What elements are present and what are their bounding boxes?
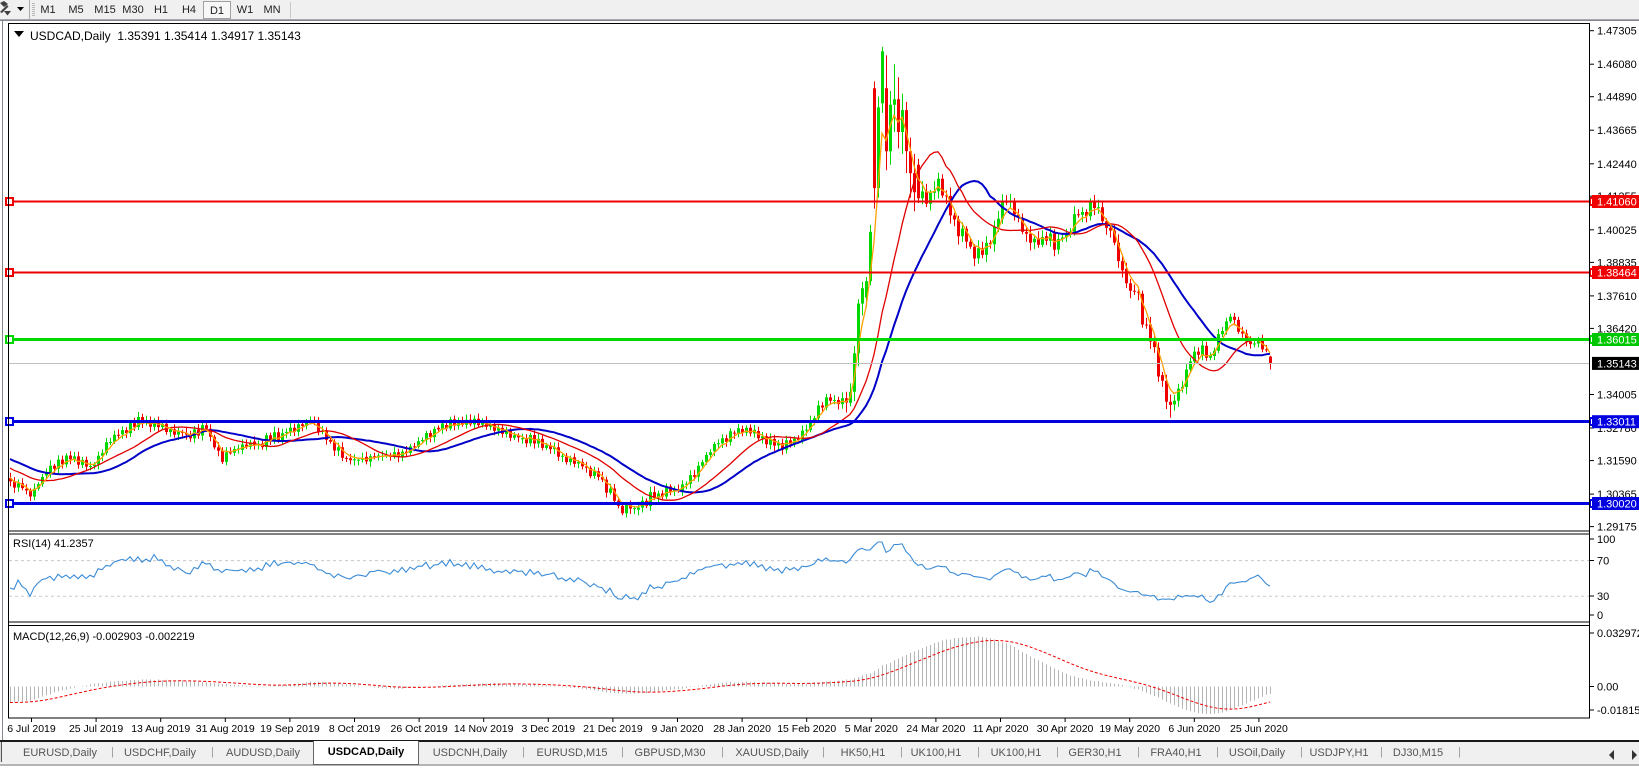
svg-text:RSI(14) 41.2357: RSI(14) 41.2357	[13, 538, 94, 550]
svg-text:1.34005: 1.34005	[1597, 390, 1637, 402]
svg-text:13 Aug 2019: 13 Aug 2019	[131, 723, 190, 735]
svg-text:3 Dec 2019: 3 Dec 2019	[521, 723, 575, 735]
svg-text:1.40025: 1.40025	[1597, 225, 1637, 237]
svg-text:19 May 2020: 19 May 2020	[1099, 723, 1160, 735]
svg-text:1.36420: 1.36420	[1597, 323, 1637, 335]
svg-text:21 Dec 2019: 21 Dec 2019	[583, 723, 643, 735]
svg-text:25 Jun 2020: 25 Jun 2020	[1230, 723, 1288, 735]
svg-text:1.37610: 1.37610	[1597, 291, 1637, 303]
svg-text:100: 100	[1597, 534, 1615, 546]
svg-text:25 Jul 2019: 25 Jul 2019	[69, 723, 123, 735]
svg-text:1.35143: 1.35143	[1597, 358, 1637, 370]
svg-text:0: 0	[1597, 610, 1603, 622]
svg-text:30 Apr 2020: 30 Apr 2020	[1037, 723, 1094, 735]
svg-text:1.30020: 1.30020	[1597, 499, 1637, 511]
svg-text:1.41060: 1.41060	[1597, 197, 1637, 209]
svg-text:MACD(12,26,9) -0.002903 -0.002: MACD(12,26,9) -0.002903 -0.002219	[13, 631, 195, 643]
svg-text:1.44890: 1.44890	[1597, 92, 1637, 104]
svg-text:1.31590: 1.31590	[1597, 456, 1637, 468]
svg-text:8 Oct 2019: 8 Oct 2019	[329, 723, 381, 735]
svg-text:0.00: 0.00	[1597, 682, 1618, 694]
svg-text:15 Feb 2020: 15 Feb 2020	[777, 723, 836, 735]
svg-text:0.032972: 0.032972	[1597, 628, 1639, 640]
svg-text:1.29175: 1.29175	[1597, 522, 1637, 534]
svg-text:1.33011: 1.33011	[1597, 417, 1636, 429]
svg-text:USDCAD,Daily 1.35391 1.35414: USDCAD,Daily 1.35391 1.35414 1.34917 1.3…	[30, 29, 301, 43]
svg-text:1.43665: 1.43665	[1597, 125, 1637, 137]
svg-text:1.42440: 1.42440	[1597, 159, 1637, 171]
svg-text:1.36015: 1.36015	[1597, 335, 1637, 347]
svg-text:1.47305: 1.47305	[1597, 26, 1637, 38]
svg-text:28 Jan 2020: 28 Jan 2020	[713, 723, 771, 735]
svg-text:6 Jun 2020: 6 Jun 2020	[1168, 723, 1220, 735]
svg-text:1.38464: 1.38464	[1597, 268, 1637, 280]
svg-text:26 Oct 2019: 26 Oct 2019	[390, 723, 447, 735]
svg-text:5 Mar 2020: 5 Mar 2020	[845, 723, 898, 735]
svg-text:31 Aug 2019: 31 Aug 2019	[196, 723, 255, 735]
svg-text:1.46080: 1.46080	[1597, 59, 1637, 71]
svg-text:9 Jan 2020: 9 Jan 2020	[652, 723, 704, 735]
svg-text:70: 70	[1597, 556, 1609, 568]
svg-text:-0.018154: -0.018154	[1597, 705, 1639, 717]
svg-text:11 Apr 2020: 11 Apr 2020	[973, 723, 1029, 735]
svg-text:14 Nov 2019: 14 Nov 2019	[454, 723, 514, 735]
svg-text:30: 30	[1597, 591, 1609, 603]
svg-text:24 Mar 2020: 24 Mar 2020	[906, 723, 965, 735]
svg-text:19 Sep 2019: 19 Sep 2019	[260, 723, 320, 735]
svg-text:6 Jul 2019: 6 Jul 2019	[7, 723, 56, 735]
